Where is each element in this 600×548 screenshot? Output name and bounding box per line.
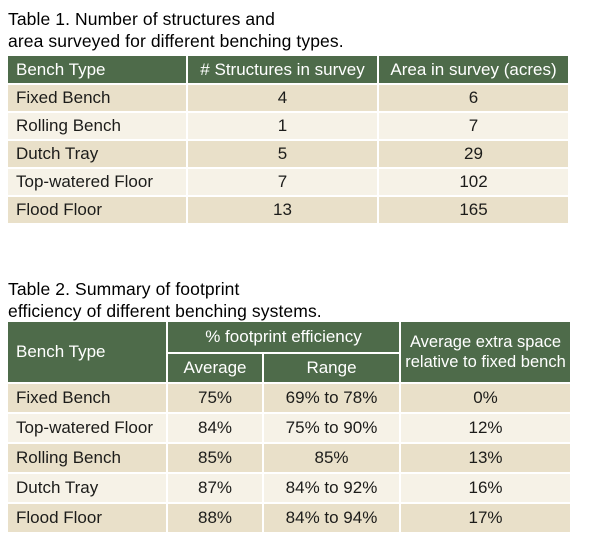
area-cell: 29 bbox=[378, 140, 568, 169]
table1-header-structures: # Structures in survey bbox=[187, 56, 379, 85]
table-row: Dutch Tray 87% 84% to 92% 16% bbox=[8, 473, 570, 504]
bench-type-cell: Fixed Bench bbox=[8, 84, 188, 113]
bench-type-cell: Dutch Tray bbox=[8, 473, 168, 504]
table1-title: Table 1. Number of structures and area s… bbox=[8, 8, 600, 52]
table-row: Flood Floor 88% 84% to 94% 17% bbox=[8, 503, 570, 534]
bench-type-cell: Fixed Bench bbox=[8, 383, 168, 414]
average-cell: 75% bbox=[167, 383, 264, 414]
table2-title: Table 2. Summary of footprint efficiency… bbox=[8, 278, 600, 322]
table2-title-line1: Table 2. Summary of footprint bbox=[8, 279, 240, 299]
bench-type-cell: Rolling Bench bbox=[8, 112, 188, 141]
extra-space-cell: 12% bbox=[400, 413, 570, 444]
range-cell: 84% to 92% bbox=[263, 473, 401, 504]
table-row: Fixed Bench 75% 69% to 78% 0% bbox=[8, 383, 570, 414]
table1-header-row: Bench Type # Structures in survey Area i… bbox=[8, 56, 568, 85]
bench-type-cell: Flood Floor bbox=[8, 503, 168, 534]
table1-header-bench-type: Bench Type bbox=[8, 56, 188, 85]
table-row: Fixed Bench 4 6 bbox=[8, 84, 568, 113]
structures-cell: 5 bbox=[187, 140, 379, 169]
table2-header-range: Range bbox=[263, 353, 401, 384]
range-cell: 75% to 90% bbox=[263, 413, 401, 444]
average-cell: 85% bbox=[167, 443, 264, 474]
table-row: Top-watered Floor 84% 75% to 90% 12% bbox=[8, 413, 570, 444]
table-row: Rolling Bench 85% 85% 13% bbox=[8, 443, 570, 474]
table2-header-efficiency-group: % footprint efficiency bbox=[167, 322, 401, 354]
extra-space-cell: 13% bbox=[400, 443, 570, 474]
range-cell: 85% bbox=[263, 443, 401, 474]
average-cell: 88% bbox=[167, 503, 264, 534]
table2-footprint-efficiency: Bench Type % footprint efficiency Averag… bbox=[8, 322, 570, 534]
range-cell: 69% to 78% bbox=[263, 383, 401, 414]
average-cell: 84% bbox=[167, 413, 264, 444]
range-cell: 84% to 94% bbox=[263, 503, 401, 534]
page: Table 1. Number of structures and area s… bbox=[8, 8, 600, 534]
average-cell: 87% bbox=[167, 473, 264, 504]
bench-type-cell: Top-watered Floor bbox=[8, 413, 168, 444]
table2-header-row-sub: Average Range bbox=[8, 353, 570, 384]
table-row: Dutch Tray 5 29 bbox=[8, 140, 568, 169]
extra-space-cell: 16% bbox=[400, 473, 570, 504]
table2-header-extra-space: Average extra space relative to fixed be… bbox=[400, 322, 570, 384]
table2-header-bench-type: Bench Type bbox=[8, 322, 168, 384]
table-row: Flood Floor 13 165 bbox=[8, 196, 568, 225]
extra-space-cell: 0% bbox=[400, 383, 570, 414]
structures-cell: 7 bbox=[187, 168, 379, 197]
bench-type-cell: Rolling Bench bbox=[8, 443, 168, 474]
table2-header-row-top: Bench Type % footprint efficiency Averag… bbox=[8, 322, 570, 384]
structures-cell: 4 bbox=[187, 84, 379, 113]
structures-cell: 1 bbox=[187, 112, 379, 141]
structures-cell: 13 bbox=[187, 196, 379, 225]
bench-type-cell: Flood Floor bbox=[8, 196, 188, 225]
table-row: Top-watered Floor 7 102 bbox=[8, 168, 568, 197]
table1-structures-area: Bench Type # Structures in survey Area i… bbox=[8, 56, 568, 225]
table1-title-line2: area surveyed for different benching typ… bbox=[8, 31, 344, 51]
bench-type-cell: Dutch Tray bbox=[8, 140, 188, 169]
extra-space-cell: 17% bbox=[400, 503, 570, 534]
area-cell: 7 bbox=[378, 112, 568, 141]
bench-type-cell: Top-watered Floor bbox=[8, 168, 188, 197]
table2-title-line2: efficiency of different benching systems… bbox=[8, 301, 322, 321]
table-row: Rolling Bench 1 7 bbox=[8, 112, 568, 141]
table1-header-area: Area in survey (acres) bbox=[378, 56, 568, 85]
table2-header-average: Average bbox=[167, 353, 264, 384]
table1-title-line1: Table 1. Number of structures and bbox=[8, 9, 275, 29]
area-cell: 102 bbox=[378, 168, 568, 197]
area-cell: 165 bbox=[378, 196, 568, 225]
area-cell: 6 bbox=[378, 84, 568, 113]
